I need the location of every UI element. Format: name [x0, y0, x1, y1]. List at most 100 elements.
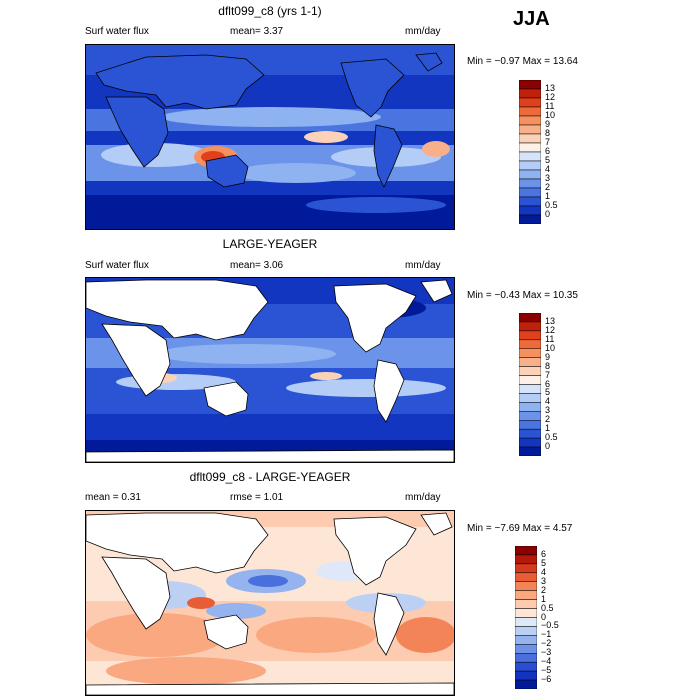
colorbar-swatch: [519, 80, 541, 90]
colorbar-swatch: [519, 106, 541, 117]
colorbar-label: 7: [545, 137, 551, 147]
colorbar-label: 8: [545, 360, 551, 371]
colorbar-swatch: [519, 339, 541, 349]
colorbar-label: 10: [545, 110, 556, 120]
colorbar-swatch: [519, 393, 541, 403]
colorbar-label: 1: [545, 423, 551, 434]
colorbar-swatch: [519, 151, 541, 162]
colorbar-swatch: [519, 446, 541, 456]
colorbar-label: 3: [545, 173, 551, 183]
colorbar-label: 1: [545, 191, 551, 201]
colorbar-swatch: [519, 313, 541, 323]
colorbar-label: 6: [545, 146, 551, 156]
colorbar-label: 13: [545, 315, 556, 326]
colorbar-label: −3: [541, 647, 552, 658]
colorbar-svg: [519, 80, 541, 224]
colorbar-swatch: [515, 653, 537, 663]
panel-3-map: [85, 510, 455, 696]
colorbar-label: −1: [541, 629, 552, 640]
colorbar-label: −2: [541, 638, 552, 649]
colorbar-swatch: [515, 581, 537, 591]
panel-1-center-label: mean= 3.37: [230, 26, 284, 37]
colorbar-swatch: [515, 626, 537, 636]
colorbar-swatch: [519, 196, 541, 207]
colorbar-label: 2: [541, 584, 547, 595]
colorbar-swatch: [519, 124, 541, 135]
colorbar-label: 0.5: [545, 200, 558, 210]
colorbar-swatch: [519, 357, 541, 367]
colorbar-swatch: [515, 546, 537, 556]
panel-2-map-svg: [86, 278, 454, 462]
colorbar-label: 5: [541, 557, 547, 568]
panel-2-colorbar: 13 12 11 10 9 8 7 6 5 4 3 2 1 0.5 0: [519, 313, 558, 456]
colorbar-label: 3: [545, 405, 551, 416]
colorbar-swatch: [519, 160, 541, 171]
colorbar-swatch: [519, 402, 541, 412]
colorbar-swatch: [519, 88, 541, 99]
colorbar-label: 7: [545, 369, 551, 380]
colorbar-swatch: [515, 670, 537, 681]
panel-2-left-label: Surf water flux: [85, 260, 149, 271]
colorbar-swatch: [515, 679, 537, 689]
colorbar-label: 9: [545, 351, 551, 362]
colorbar-label: 12: [545, 92, 556, 102]
colorbar-label: 8: [545, 128, 551, 138]
colorbar-svg: [519, 313, 541, 456]
colorbar-label: 5: [545, 387, 551, 398]
panel-2-title: LARGE-YEAGER: [222, 237, 318, 251]
colorbar-swatch: [515, 563, 537, 574]
colorbar-label: 11: [545, 333, 555, 344]
colorbar-label: 10: [545, 342, 556, 353]
colorbar-swatch: [519, 366, 541, 376]
panel-1-title: dflt099_c8 (yrs 1-1): [218, 4, 322, 18]
panel-3-units: mm/day: [405, 492, 441, 503]
panel-3-title: dflt099_c8 - LARGE-YEAGER: [189, 470, 351, 484]
colorbar-label: 0.5: [541, 602, 554, 613]
colorbar-label: 13: [545, 83, 556, 93]
panel-1-units: mm/day: [405, 26, 441, 37]
colorbar-label: 12: [545, 324, 556, 335]
colorbar-swatch: [515, 590, 537, 600]
colorbar-label: −5: [541, 665, 552, 676]
colorbar-swatch: [519, 411, 541, 421]
panel-3-minmax: Min = −7.69 Max = 4.57: [467, 523, 573, 534]
colorbar-label: 0.5: [545, 432, 558, 443]
colorbar-swatch: [519, 420, 541, 430]
colorbar-swatch: [519, 375, 541, 385]
panel-1-map: [85, 44, 455, 230]
colorbar-label: 9: [545, 119, 551, 129]
colorbar-label: −6: [541, 674, 552, 685]
colorbar-swatch: [519, 133, 541, 144]
colorbar-label: 3: [541, 575, 547, 586]
panel-3-colorbar: 6 5 4 3 2 1 0.5 0 −0.5 −1 −2 −3 −4 −5 −6: [515, 546, 559, 689]
colorbar-label: −4: [541, 656, 552, 667]
panel-2-center-label: mean= 3.06: [230, 260, 284, 271]
panel-1-colorbar: 13 12 11 10 9 8 7 6 5 4 3 2 1 0.5 0: [519, 80, 558, 224]
panel-1-map-svg: [86, 45, 454, 229]
colorbar-swatch: [519, 178, 541, 189]
colorbar-swatch: [519, 321, 541, 332]
colorbar-swatch: [515, 661, 537, 672]
colorbar-swatch: [519, 97, 541, 108]
colorbar-swatch: [515, 644, 537, 654]
colorbar-swatch: [519, 384, 541, 394]
colorbar-swatch: [515, 608, 537, 618]
colorbar-label: 0: [541, 611, 547, 622]
colorbar-swatch: [519, 437, 541, 448]
colorbar-label: 0: [545, 209, 551, 219]
panel-1-left-label: Surf water flux: [85, 26, 149, 37]
panel-3-center-label: rmse = 1.01: [230, 492, 284, 503]
colorbar-swatch: [515, 617, 537, 627]
panel-2-map: [85, 277, 455, 463]
colorbar-label: 6: [545, 378, 551, 389]
panel-3-map-svg: [86, 511, 454, 695]
colorbar-label: 4: [545, 164, 551, 174]
colorbar-label: 5: [545, 155, 551, 165]
panel-2-units: mm/day: [405, 260, 441, 271]
colorbar-swatch: [515, 635, 537, 645]
colorbar-swatch: [519, 169, 541, 180]
panel-3-left-label: mean = 0.31: [85, 492, 141, 503]
season-label: JJA: [513, 8, 550, 30]
colorbar-svg: [515, 546, 537, 689]
colorbar-swatch: [515, 572, 537, 582]
